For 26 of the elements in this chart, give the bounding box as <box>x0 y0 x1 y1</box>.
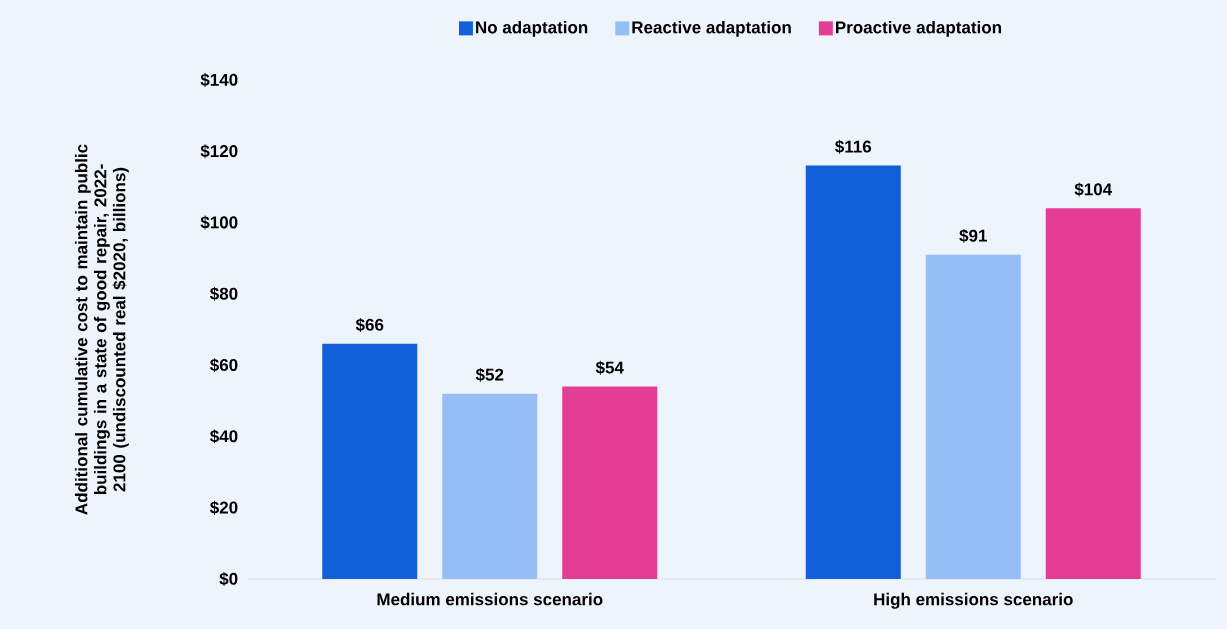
x-tick-label: High emissions scenario <box>874 592 1073 609</box>
bar <box>1045 208 1141 579</box>
y-tick-label: $80 <box>209 286 238 301</box>
legend-label: No adaptation <box>476 20 588 37</box>
y-tick-label: $20 <box>209 500 238 515</box>
legend-label: Reactive adaptation <box>632 20 791 37</box>
bar <box>805 165 901 579</box>
y-axis-title: Additional cumulative cost to maintain public buildings in a state of good repair, 2022-2100 (undiscounted real $2020, billions) <box>74 144 129 515</box>
y-tick-label: $40 <box>209 429 238 444</box>
x-tick-label: Medium emissions scenario <box>377 592 603 606</box>
data-label: $91 <box>959 228 987 243</box>
data-label: $104 <box>1074 182 1113 197</box>
bar <box>322 343 418 579</box>
y-tick-label: $100 <box>200 215 238 230</box>
data-label: $66 <box>355 318 384 332</box>
data-label: $116 <box>835 139 872 154</box>
y-tick-label: $60 <box>209 358 238 373</box>
bar <box>925 254 1021 579</box>
bar <box>442 393 538 579</box>
legend-label: Proactive adaptation <box>835 20 1001 37</box>
data-label: $52 <box>475 367 504 382</box>
data-label: $54 <box>595 360 624 375</box>
bar <box>562 386 658 579</box>
y-tick-label: $0 <box>219 572 238 586</box>
y-tick-label: $120 <box>200 144 238 159</box>
y-tick-label: $140 <box>200 73 238 87</box>
